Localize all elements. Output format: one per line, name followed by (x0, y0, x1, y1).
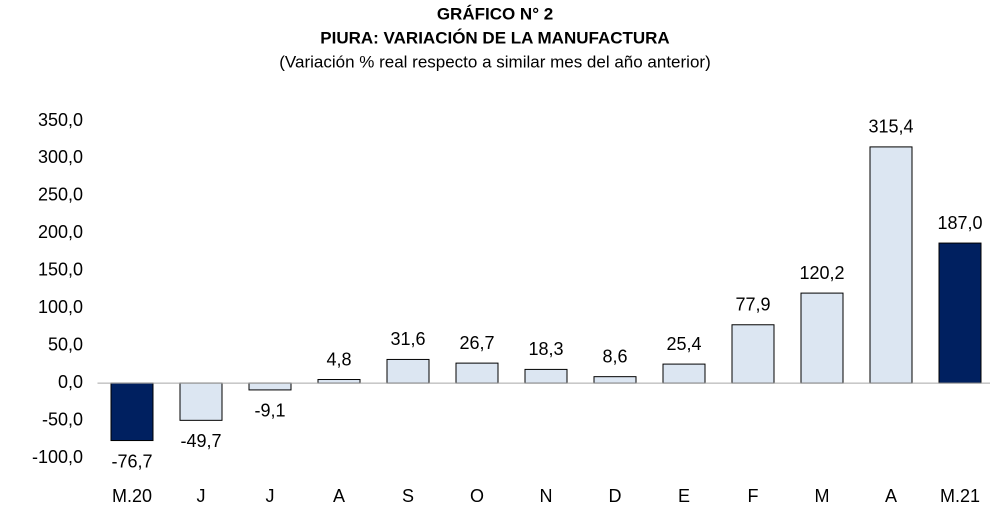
bar (179, 382, 223, 421)
y-tick-label: 50,0 (48, 334, 83, 354)
data-label: 315,4 (868, 117, 913, 137)
y-tick-label: -50,0 (42, 409, 83, 429)
bar (662, 363, 706, 384)
x-tick-label: E (678, 486, 690, 506)
x-tick-label: M.20 (112, 486, 152, 506)
data-label: 120,2 (799, 263, 844, 283)
data-label: 31,6 (390, 329, 425, 349)
bar (938, 242, 982, 384)
x-tick-label: A (333, 486, 345, 506)
bar (248, 382, 292, 391)
y-tick-label: 0,0 (58, 372, 83, 392)
data-label: 77,9 (735, 295, 770, 315)
data-label: -76,7 (111, 451, 152, 471)
x-tick-label: A (885, 486, 897, 506)
chart-note: (Variación % real respecto a similar mes… (279, 52, 710, 71)
y-tick-label: 300,0 (38, 147, 83, 167)
y-tick-label: -100,0 (32, 447, 83, 467)
bar (455, 362, 499, 384)
data-label: -9,1 (254, 401, 285, 421)
y-tick-label: 350,0 (38, 110, 83, 130)
bar (386, 358, 430, 384)
data-label: 8,6 (602, 346, 627, 366)
x-tick-label: S (402, 486, 414, 506)
chart-title: GRÁFICO N° 2 (437, 4, 553, 23)
x-tick-label: J (197, 486, 206, 506)
bar (731, 324, 775, 384)
x-tick-label: O (470, 486, 484, 506)
chart-subtitle: PIURA: VARIACIÓN DE LA MANUFACTURA (320, 28, 669, 47)
bar (800, 292, 844, 384)
data-label: 25,4 (666, 334, 701, 354)
x-tick-label: F (748, 486, 759, 506)
x-tick-label: J (266, 486, 275, 506)
y-tick-label: 250,0 (38, 185, 83, 205)
x-tick-label: M.21 (940, 486, 980, 506)
x-tick-label: M (815, 486, 830, 506)
bar (110, 382, 154, 442)
x-tick-label: D (609, 486, 622, 506)
bar (317, 379, 361, 384)
bar (593, 376, 637, 384)
bar (869, 146, 913, 384)
y-tick-label: 150,0 (38, 260, 83, 280)
data-label: 187,0 (937, 213, 982, 233)
y-tick-label: 200,0 (38, 222, 83, 242)
data-label: 4,8 (326, 349, 351, 369)
bar (524, 368, 568, 384)
data-label: 26,7 (459, 333, 494, 353)
x-tick-label: N (540, 486, 553, 506)
data-label: -49,7 (180, 431, 221, 451)
data-label: 18,3 (528, 339, 563, 359)
y-tick-label: 100,0 (38, 297, 83, 317)
